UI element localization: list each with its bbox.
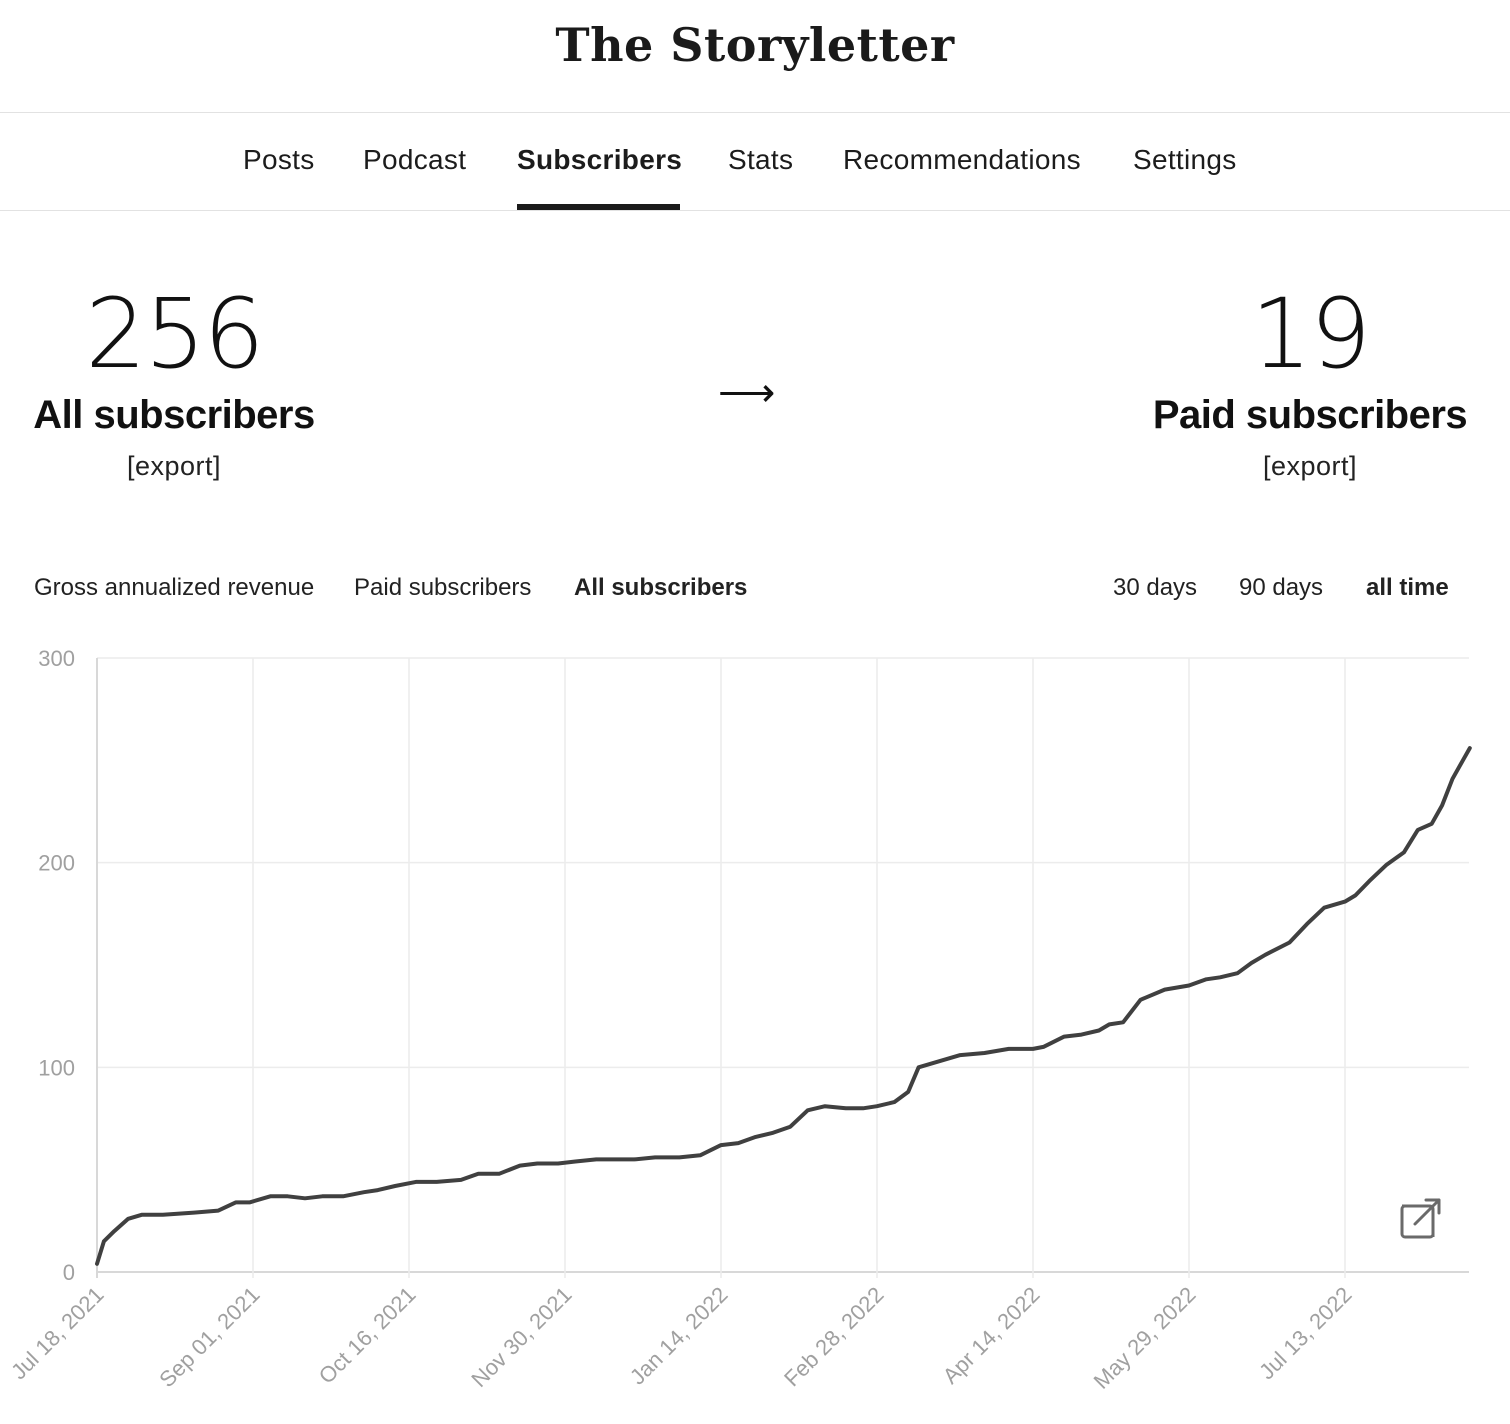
tab-podcast[interactable]: Podcast bbox=[363, 144, 467, 175]
main-nav: Posts Podcast Subscribers Stats Recommen… bbox=[0, 112, 1510, 210]
nav-divider bbox=[0, 210, 1510, 211]
series-line-all-subscribers bbox=[95, 746, 1472, 1266]
all-subscribers-label: All subscribers bbox=[33, 393, 315, 437]
y-tick-label: 0 bbox=[63, 1260, 75, 1285]
x-tick-label: Sep 01, 2021 bbox=[154, 1282, 264, 1392]
x-tick-label: Apr 14, 2022 bbox=[938, 1282, 1045, 1389]
range-tab-all-time[interactable]: all time bbox=[1366, 574, 1449, 601]
all-subscribers-export-link[interactable]: [export] bbox=[126, 451, 222, 481]
arrow-icon: ⟶ bbox=[718, 371, 776, 415]
x-tick-label: Feb 28, 2022 bbox=[779, 1282, 888, 1391]
metric-tab-paid-subscribers[interactable]: Paid subscribers bbox=[354, 574, 532, 601]
header-divider bbox=[0, 112, 1510, 113]
all-subscribers-count: 256 bbox=[85, 278, 264, 390]
x-tick-label: Jul 13, 2022 bbox=[1254, 1282, 1356, 1384]
tab-recommendations[interactable]: Recommendations bbox=[843, 144, 1081, 175]
tab-settings[interactable]: Settings bbox=[1133, 144, 1237, 175]
subscribers-line-chart: 0 100 200 300 Jul 18, 2021 Sep 01, 2021 Oct 1… bbox=[6, 646, 1472, 1394]
metric-tab-gross-revenue[interactable]: Gross annualized revenue bbox=[34, 574, 315, 601]
tab-stats[interactable]: Stats bbox=[728, 144, 794, 175]
range-tab-90-days[interactable]: 90 days bbox=[1239, 574, 1324, 601]
x-tick-label: Jul 18, 2021 bbox=[6, 1282, 108, 1384]
y-tick-label: 100 bbox=[38, 1055, 75, 1080]
paid-subscribers-export-link[interactable]: [export] bbox=[1262, 451, 1358, 481]
tab-posts[interactable]: Posts bbox=[243, 144, 315, 175]
paid-subscribers-label: Paid subscribers bbox=[1152, 393, 1468, 437]
tab-subscribers[interactable]: Subscribers bbox=[517, 144, 683, 175]
external-link-icon[interactable] bbox=[1399, 1197, 1443, 1241]
x-tick-label: Oct 16, 2021 bbox=[314, 1282, 421, 1389]
range-tab-30-days[interactable]: 30 days bbox=[1113, 574, 1198, 601]
x-tick-label: May 29, 2022 bbox=[1089, 1282, 1201, 1394]
site-title: The Storyletter bbox=[555, 18, 955, 72]
paid-subscribers-count: 19 bbox=[1250, 278, 1371, 390]
metric-tab-all-subscribers[interactable]: All subscribers bbox=[574, 574, 748, 601]
x-tick-label: Nov 30, 2021 bbox=[466, 1282, 576, 1392]
active-tab-indicator bbox=[517, 204, 680, 210]
x-tick-label: Jan 14, 2022 bbox=[625, 1282, 733, 1390]
y-tick-label: 300 bbox=[38, 646, 75, 671]
y-tick-label: 200 bbox=[38, 851, 75, 876]
